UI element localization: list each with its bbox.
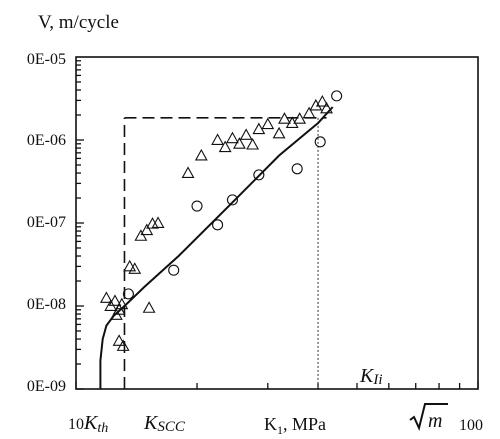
triangle-point bbox=[293, 112, 307, 124]
triangle-point bbox=[181, 166, 195, 178]
triangle-point bbox=[109, 308, 123, 320]
circle-point bbox=[314, 136, 326, 148]
triangle-point bbox=[134, 229, 148, 241]
circle-point bbox=[168, 264, 180, 276]
plot-area bbox=[75, 56, 479, 390]
circle-point bbox=[226, 194, 238, 206]
kscc-label-sub: SCC bbox=[157, 419, 186, 435]
sqrt-symbol: m bbox=[409, 403, 448, 432]
triangle-point bbox=[246, 137, 260, 150]
triangle-point bbox=[218, 140, 232, 153]
triangle-point bbox=[320, 101, 333, 114]
kscc-label-main: K bbox=[143, 412, 159, 434]
y-tick-label-4: 0E-09 bbox=[27, 378, 66, 395]
triangle-point bbox=[194, 148, 208, 161]
y-tick-label-0: 0E-05 bbox=[27, 51, 66, 68]
kth-label-main: K bbox=[83, 412, 99, 434]
triangle-point bbox=[309, 98, 323, 111]
x-axis-label: K1, MPa bbox=[264, 414, 326, 437]
y-tick-label-1: 0E-06 bbox=[27, 132, 66, 149]
triangle-point bbox=[108, 294, 122, 306]
x-tick-label-10: 10Kth bbox=[68, 412, 108, 436]
triangle-point bbox=[252, 122, 266, 135]
triangle-point bbox=[278, 112, 291, 124]
triangle-point bbox=[211, 133, 225, 145]
circle-point bbox=[212, 219, 224, 231]
triangle-point bbox=[232, 137, 246, 149]
sqrt-argument: m bbox=[428, 410, 442, 432]
circle-point bbox=[253, 169, 265, 181]
circle-point bbox=[122, 288, 134, 300]
triangle-point bbox=[151, 216, 165, 228]
kth-label-sub: th bbox=[97, 421, 108, 436]
x-axis-label-main: K bbox=[264, 414, 277, 434]
k1i-label-sub: Ii bbox=[372, 372, 382, 388]
triangle-point bbox=[302, 106, 316, 119]
circle-point bbox=[291, 163, 303, 175]
y-tick-label-3: 0E-08 bbox=[27, 296, 66, 313]
triangle-point bbox=[272, 126, 286, 139]
triangle-point bbox=[115, 297, 129, 310]
x-axis-label-unit: , MPa bbox=[283, 414, 326, 434]
x-tick-label-100: 100 bbox=[459, 417, 483, 434]
y-axis-label: V, m/cycle bbox=[38, 12, 119, 33]
triangle-point bbox=[226, 131, 239, 144]
triangle-point bbox=[128, 262, 142, 274]
x-axis-label-sub: 1 bbox=[277, 423, 283, 437]
circle-point bbox=[331, 90, 343, 102]
guide-lines bbox=[123, 117, 327, 389]
triangle-point bbox=[99, 291, 113, 303]
triangle-point bbox=[112, 334, 126, 346]
triangle-point bbox=[123, 259, 137, 272]
data-points bbox=[99, 90, 343, 351]
x-tick-10-number: 10 bbox=[68, 416, 84, 433]
triangle-point bbox=[140, 223, 154, 236]
fit-curve-group bbox=[99, 106, 334, 389]
k1i-label: KIi bbox=[359, 365, 383, 388]
circle-point bbox=[191, 200, 203, 212]
triangle-point bbox=[261, 117, 275, 130]
triangle-point bbox=[315, 94, 329, 107]
fit-curve bbox=[99, 106, 334, 389]
triangle-point bbox=[116, 339, 130, 351]
k1i-label-main: K bbox=[359, 365, 375, 387]
y-tick-label-2: 0E-07 bbox=[27, 214, 66, 231]
kscc-label: KSCC bbox=[143, 412, 186, 435]
triangle-point bbox=[239, 128, 253, 140]
axis-ticks bbox=[75, 60, 479, 390]
triangle-point bbox=[142, 301, 156, 313]
